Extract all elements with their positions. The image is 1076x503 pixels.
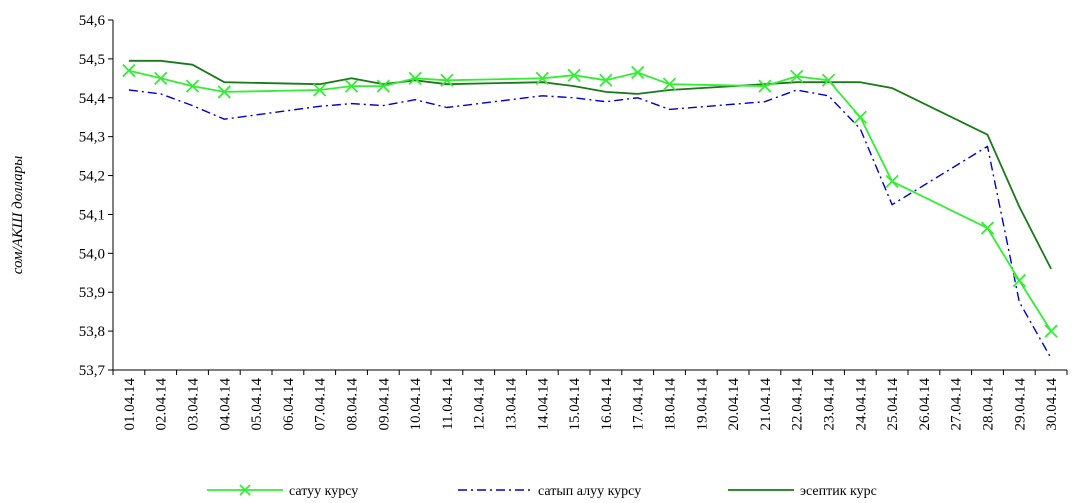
- marker-stroke: [980, 221, 995, 235]
- marker-point: [662, 77, 677, 91]
- x-tick-label: 21.04.14: [758, 378, 774, 431]
- marker-stroke: [217, 85, 231, 99]
- y-tick-label: 53,9: [79, 285, 105, 301]
- y-tick-label: 53,8: [79, 324, 105, 340]
- x-tick-label: 09.04.14: [376, 378, 392, 431]
- marker-point: [885, 174, 899, 189]
- marker-point: [790, 69, 804, 84]
- series-line-2: [128, 59, 1052, 270]
- marker-stroke: [853, 110, 867, 124]
- marker-point: [599, 73, 613, 87]
- marker-point: [344, 79, 359, 93]
- x-tick-label: 10.04.14: [408, 378, 424, 431]
- marker-stroke: [408, 71, 422, 85]
- x-tick-label: 11.04.14: [440, 378, 456, 430]
- x-tick-label: 16.04.14: [599, 378, 615, 431]
- series-line-0: [128, 69, 1052, 332]
- marker-point: [217, 85, 231, 99]
- series-line-1: [128, 89, 1052, 359]
- marker-point: [1012, 273, 1026, 288]
- marker-stroke: [376, 79, 390, 93]
- marker-point: [853, 110, 867, 124]
- marker-point: [408, 71, 422, 85]
- x-tick-label: 30.04.14: [1044, 378, 1060, 431]
- y-tick-label: 54,4: [79, 91, 106, 107]
- x-tick-label: 12.04.14: [472, 378, 488, 431]
- marker-point: [980, 221, 995, 235]
- marker-point: [239, 484, 251, 496]
- marker-point: [758, 79, 772, 93]
- y-tick-label: 53,7: [79, 363, 106, 379]
- legend-entry: эсептик курс: [728, 484, 877, 499]
- marker-stroke: [440, 73, 454, 87]
- x-tick-label: 19.04.14: [694, 378, 710, 431]
- x-tick-label: 06.04.14: [281, 378, 297, 431]
- x-tick-label: 14.04.14: [535, 378, 551, 431]
- y-tick-label: 54,5: [79, 52, 105, 68]
- marker-point: [535, 71, 549, 85]
- marker-stroke: [599, 73, 613, 87]
- marker-stroke: [1044, 324, 1058, 338]
- x-tick-label: 02.04.14: [154, 378, 170, 431]
- marker-stroke: [790, 69, 804, 84]
- x-tick-label: 08.04.14: [345, 378, 361, 431]
- marker-point: [185, 79, 200, 93]
- marker-point: [440, 73, 454, 87]
- marker-stroke: [535, 71, 549, 85]
- marker-stroke: [344, 79, 359, 93]
- x-tick-label: 27.04.14: [949, 378, 965, 431]
- y-tick-label: 54,2: [79, 169, 105, 185]
- x-tick-label: 28.04.14: [981, 378, 997, 431]
- legend-entry: сатып алуу курсу: [458, 484, 641, 499]
- x-tick-label: 17.04.14: [631, 378, 647, 431]
- x-tick-label: 07.04.14: [313, 378, 329, 431]
- x-tick-label: 04.04.14: [217, 378, 233, 431]
- marker-point: [122, 63, 136, 78]
- x-tick-label: 29.04.14: [1012, 378, 1028, 431]
- x-tick-label: 24.04.14: [853, 378, 869, 431]
- marker-point: [313, 83, 327, 97]
- y-axis-label: сом/АКШ доллары: [10, 156, 26, 275]
- marker-stroke: [185, 79, 200, 93]
- marker-point: [567, 68, 581, 82]
- marker-stroke: [239, 484, 251, 496]
- x-tick-label: 26.04.14: [917, 378, 933, 431]
- x-tick-label: 01.04.14: [122, 378, 138, 431]
- legend-label: сатып алуу курсу: [538, 484, 641, 499]
- marker-point: [376, 79, 390, 93]
- marker-point: [1044, 324, 1058, 338]
- marker-stroke: [662, 77, 677, 91]
- y-tick-label: 54,6: [79, 13, 106, 29]
- y-tick-label: 54,1: [79, 207, 105, 223]
- marker-stroke: [1012, 273, 1026, 288]
- x-tick-label: 13.04.14: [504, 378, 520, 431]
- x-tick-label: 20.04.14: [726, 378, 742, 431]
- legend-label: эсептик курс: [800, 484, 877, 499]
- marker-stroke: [758, 79, 772, 93]
- legend-label: сатуу курсу: [289, 484, 358, 499]
- y-tick-label: 54,0: [79, 246, 105, 262]
- marker-stroke: [631, 65, 645, 80]
- y-tick-label: 54,3: [79, 130, 105, 146]
- marker-stroke: [154, 71, 168, 85]
- marker-point: [154, 71, 168, 85]
- x-tick-label: 15.04.14: [567, 378, 583, 431]
- x-tick-label: 03.04.14: [186, 378, 202, 431]
- x-tick-label: 18.04.14: [663, 378, 679, 431]
- marker-stroke: [821, 73, 836, 87]
- marker-point: [821, 73, 836, 87]
- marker-stroke: [122, 63, 136, 78]
- marker-point: [631, 65, 645, 80]
- marker-stroke: [313, 83, 327, 97]
- legend-entry: сатуу курсу: [207, 484, 358, 499]
- x-tick-label: 25.04.14: [885, 378, 901, 431]
- marker-stroke: [567, 68, 581, 82]
- marker-stroke: [885, 174, 899, 189]
- x-tick-label: 22.04.14: [790, 378, 806, 431]
- x-tick-label: 23.04.14: [822, 378, 838, 431]
- x-tick-label: 05.04.14: [249, 378, 265, 431]
